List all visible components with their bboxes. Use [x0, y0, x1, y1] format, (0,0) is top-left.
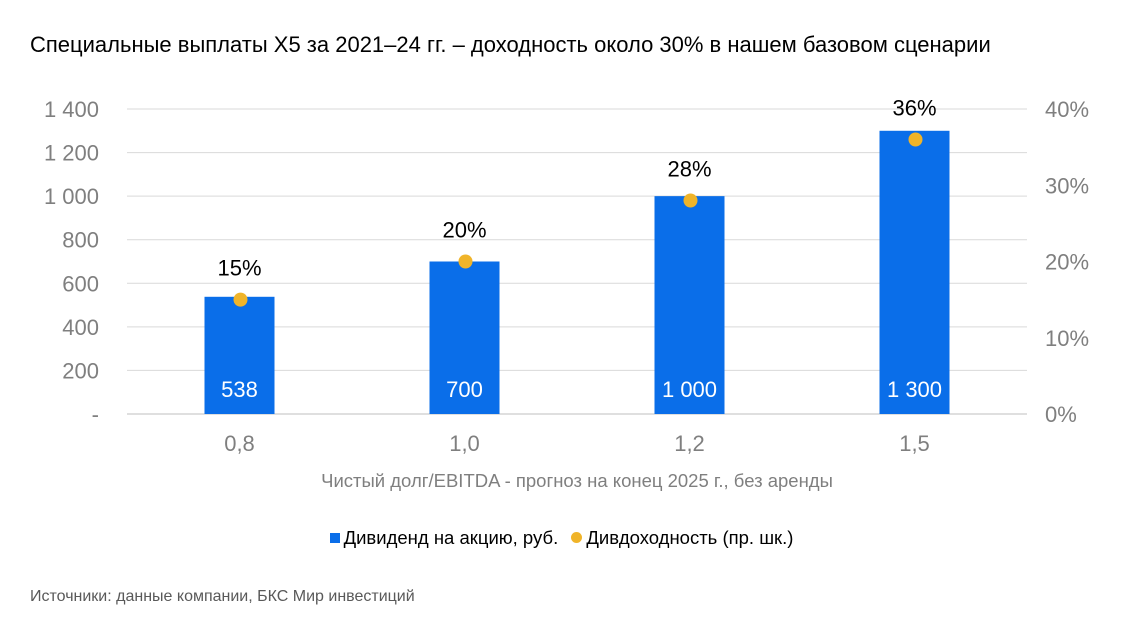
- yield-point-label: 15%: [217, 256, 261, 281]
- x-tick-label: 0,8: [224, 431, 255, 456]
- yield-point: [233, 292, 248, 307]
- x-axis: 0,8 1,0 1,2 1,5: [224, 431, 930, 456]
- dividend-bar: [879, 130, 950, 415]
- yield-point: [908, 132, 923, 147]
- legend-label-yield: Дивдоходность (пр. шк.): [586, 526, 794, 548]
- yield-series: [233, 132, 923, 307]
- yield-point-label: 28%: [667, 157, 711, 182]
- yield-point: [458, 254, 473, 269]
- x-axis-title: Чистый долг/EBITDA - прогноз на конец 20…: [321, 470, 833, 491]
- left-tick-label: 400: [62, 315, 99, 340]
- dividend-bar: [654, 196, 725, 414]
- left-tick-label: -: [92, 402, 99, 427]
- left-tick-label: 800: [62, 228, 99, 253]
- legend-label-dividend: Дивиденд на акцию, руб.: [343, 527, 559, 548]
- left-tick-label: 1 000: [44, 184, 99, 209]
- left-tick-label: 200: [62, 358, 99, 383]
- gridlines: [127, 108, 1027, 415]
- yield-point-label: 36%: [892, 96, 936, 121]
- right-tick-label: 30%: [1045, 173, 1089, 198]
- right-tick-label: 0%: [1045, 402, 1077, 427]
- chart-title: Специальные выплаты X5 за 2021–24 гг. – …: [30, 32, 991, 57]
- right-tick-label: 20%: [1045, 250, 1089, 275]
- left-axis: - 200 400 600 800 1 000 1 200 1 400: [44, 97, 99, 427]
- yield-data-labels: 15% 20% 28% 36%: [217, 96, 936, 281]
- legend: Дивиденд на акцию, руб. Дивдоходность (п…: [0, 526, 1123, 549]
- left-tick-label: 1 400: [44, 97, 99, 122]
- dividend-bar-label: 538: [221, 377, 258, 402]
- left-tick-label: 1 200: [44, 141, 99, 166]
- x-tick-label: 1,2: [674, 431, 705, 456]
- legend-dot-swatch: [571, 532, 583, 543]
- right-axis: 0% 10% 20% 30% 40%: [1045, 97, 1089, 427]
- dividend-bar-label: 700: [446, 377, 483, 402]
- yield-point: [683, 193, 698, 208]
- yield-point-label: 20%: [442, 218, 486, 243]
- x-tick-label: 1,0: [449, 431, 480, 456]
- dividend-bar-label: 1 300: [887, 377, 942, 402]
- dividend-bar-label: 1 000: [662, 377, 717, 402]
- left-tick-label: 600: [62, 271, 99, 296]
- dividend-bar: [204, 296, 275, 414]
- dividend-bar: [429, 261, 500, 414]
- legend-item-yield: Дивдоходность (пр. шк.): [571, 527, 793, 549]
- x-tick-label: 1,5: [899, 431, 930, 456]
- legend-item-dividend: Дивиденд на акцию, руб.: [329, 527, 559, 549]
- bar-series: [204, 130, 950, 415]
- bar-data-labels: 538 700 1 000 1 300: [221, 377, 942, 402]
- right-tick-label: 40%: [1045, 97, 1089, 122]
- source-note: Источники: данные компании, БКС Мир инве…: [30, 588, 415, 605]
- right-tick-label: 10%: [1045, 326, 1089, 351]
- legend-bar-swatch: [329, 533, 340, 543]
